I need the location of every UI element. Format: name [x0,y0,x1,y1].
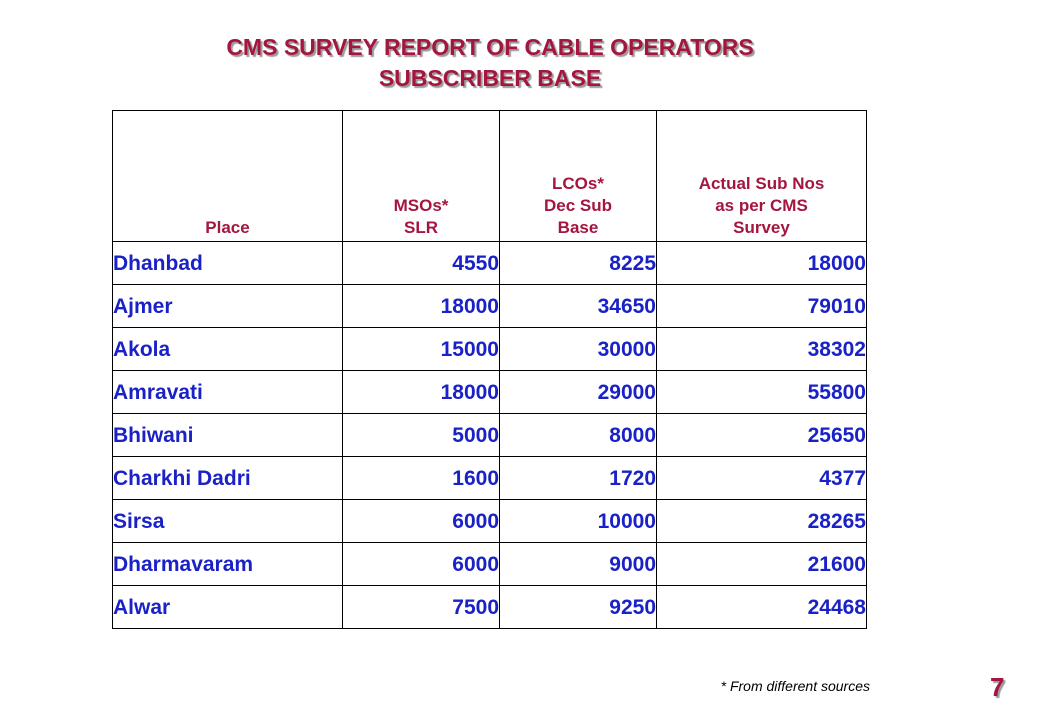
lcos-dec-sub-base-cell: 9250 [499,585,657,629]
msos-slr-cell: 15000 [342,327,500,371]
header-line: Dec Sub [543,196,613,215]
table-row: Ajmer 18000 34650 79010 [112,284,867,328]
msos-slr-cell: 7500 [342,585,500,629]
header-line: as per CMS [715,196,808,215]
page-number: 7 [990,672,1005,702]
title-line-1: CMS SURVEY REPORT OF CABLE OPERATORS [226,34,754,60]
lcos-dec-sub-base-cell: 8225 [499,241,657,285]
header-line: SLR [404,218,438,237]
place-cell: Amravati [112,370,343,414]
place-cell: Akola [112,327,343,371]
msos-slr-cell: 6000 [342,499,500,543]
lcos-dec-sub-base-cell: 9000 [499,542,657,586]
actual-sub-nos-cell: 4377 [656,456,867,500]
header-line: LCOs* [552,174,604,193]
title-line-2: SUBSCRIBER BASE [378,65,602,91]
header-line: Place [205,218,250,237]
actual-sub-nos-cell: 18000 [656,241,867,285]
header-actual-sub-nos: Actual Sub Nos as per CMS Survey [656,110,867,242]
place-cell: Ajmer [112,284,343,328]
header-msos-slr: MSOs* SLR [342,110,500,242]
lcos-dec-sub-base-cell: 34650 [499,284,657,328]
table-header-row: Place MSOs* SLR LCOs* Dec Sub Base Actua… [112,110,867,242]
lcos-dec-sub-base-cell: 29000 [499,370,657,414]
table-row: Alwar 7500 9250 24468 [112,585,867,629]
actual-sub-nos-cell: 25650 [656,413,867,457]
msos-slr-cell: 18000 [342,284,500,328]
msos-slr-cell: 18000 [342,370,500,414]
place-cell: Sirsa [112,499,343,543]
header-place: Place [112,110,343,242]
place-cell: Alwar [112,585,343,629]
table-row: Bhiwani 5000 8000 25650 [112,413,867,457]
lcos-dec-sub-base-cell: 30000 [499,327,657,371]
actual-sub-nos-cell: 79010 [656,284,867,328]
lcos-dec-sub-base-cell: 8000 [499,413,657,457]
header-line: Base [557,218,599,237]
place-cell: Dharmavaram [112,542,343,586]
msos-slr-cell: 6000 [342,542,500,586]
lcos-dec-sub-base-cell: 10000 [499,499,657,543]
place-cell: Bhiwani [112,413,343,457]
place-cell: Dhanbad [112,241,343,285]
actual-sub-nos-cell: 21600 [656,542,867,586]
table-row: Akola 15000 30000 38302 [112,327,867,371]
subscriber-table: Place MSOs* SLR LCOs* Dec Sub Base Actua… [112,110,867,629]
msos-slr-cell: 4550 [342,241,500,285]
actual-sub-nos-cell: 55800 [656,370,867,414]
msos-slr-cell: 1600 [342,456,500,500]
table-row: Dharmavaram 6000 9000 21600 [112,542,867,586]
lcos-dec-sub-base-cell: 1720 [499,456,657,500]
header-line: Survey [733,218,790,237]
actual-sub-nos-cell: 38302 [656,327,867,371]
msos-slr-cell: 5000 [342,413,500,457]
table-row: Dhanbad 4550 8225 18000 [112,241,867,285]
place-cell: Charkhi Dadri [112,456,343,500]
header-lcos-dec-sub-base: LCOs* Dec Sub Base [499,110,657,242]
table-row: Amravati 18000 29000 55800 [112,370,867,414]
table-row: Sirsa 6000 10000 28265 [112,499,867,543]
page-title: CMS SURVEY REPORT OF CABLE OPERATORS SUB… [0,32,980,94]
actual-sub-nos-cell: 24468 [656,585,867,629]
footnote: * From different sources [720,678,870,694]
header-line: MSOs* [393,196,449,215]
header-line: Actual Sub Nos [698,174,825,193]
actual-sub-nos-cell: 28265 [656,499,867,543]
table-row: Charkhi Dadri 1600 1720 4377 [112,456,867,500]
